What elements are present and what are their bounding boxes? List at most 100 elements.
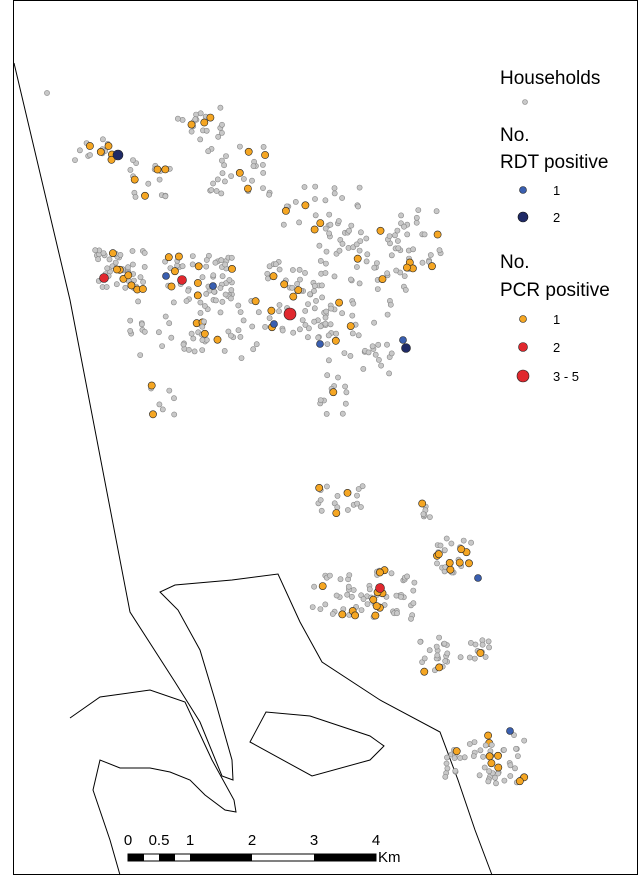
household-point <box>153 165 162 174</box>
household-point <box>237 333 244 340</box>
household-point <box>474 574 482 582</box>
household-point <box>317 497 324 503</box>
household-point <box>237 309 244 315</box>
household-point <box>346 572 353 578</box>
household-point <box>301 201 310 210</box>
household-point <box>127 166 134 173</box>
household-point <box>138 321 145 328</box>
household-point <box>355 486 362 492</box>
household-point <box>317 257 324 264</box>
household-point <box>375 568 384 577</box>
household-point <box>357 229 364 236</box>
household-point <box>117 251 124 258</box>
household-point <box>343 488 352 497</box>
household-point <box>441 640 448 647</box>
household-point <box>243 184 252 193</box>
household-point <box>507 773 514 779</box>
household-point <box>219 170 226 177</box>
household-point <box>214 176 221 183</box>
household-point <box>203 257 210 263</box>
household-point <box>408 615 414 622</box>
household-point <box>437 542 444 549</box>
household-point <box>401 273 408 279</box>
household-point <box>219 121 225 128</box>
household-point <box>145 180 152 187</box>
household-point <box>346 227 352 234</box>
household-point <box>162 258 168 265</box>
household-point <box>269 272 278 281</box>
household-point <box>436 247 443 254</box>
household-point <box>190 335 197 342</box>
household-point <box>218 257 225 264</box>
household-point <box>331 190 338 197</box>
household-point <box>384 311 391 318</box>
household-point <box>394 610 400 617</box>
household-point <box>272 261 279 268</box>
household-point <box>228 173 234 179</box>
household-point <box>411 579 418 586</box>
household-point <box>347 276 354 283</box>
household-point <box>515 753 521 759</box>
household-point <box>378 362 384 369</box>
household-point <box>170 267 179 276</box>
household-point <box>339 195 345 201</box>
household-point <box>276 302 283 308</box>
household-point <box>318 582 327 590</box>
household-point <box>129 248 136 254</box>
household-point <box>222 291 229 298</box>
household-point <box>386 370 392 377</box>
legend-title: PCR positive <box>500 280 610 301</box>
household-point <box>322 270 329 276</box>
household-point <box>312 183 319 190</box>
household-point <box>337 576 344 583</box>
household-point <box>217 309 224 316</box>
household-point <box>311 318 318 325</box>
household-point <box>137 274 144 281</box>
household-point <box>95 256 101 263</box>
household-point <box>335 218 342 224</box>
household-point <box>360 596 367 602</box>
household-point <box>205 148 212 155</box>
household-point <box>457 755 463 761</box>
household-point <box>301 184 308 190</box>
household-point <box>193 291 202 300</box>
household-point <box>296 326 303 333</box>
household-point <box>433 230 442 239</box>
household-point <box>179 263 186 270</box>
household-point <box>236 143 243 150</box>
household-point <box>223 153 229 159</box>
household-point <box>107 155 116 164</box>
household-point <box>322 320 329 327</box>
household-point <box>388 350 395 357</box>
household-point <box>280 280 289 289</box>
household-point <box>392 232 398 239</box>
household-point <box>326 572 333 579</box>
household-point <box>72 157 78 163</box>
household-point <box>363 235 370 242</box>
household-point <box>317 606 324 612</box>
household-point <box>401 223 407 230</box>
household-point <box>227 332 234 339</box>
household-point <box>210 180 216 187</box>
household-point <box>421 655 428 662</box>
household-point <box>397 594 404 600</box>
household-point <box>388 252 395 259</box>
household-point <box>345 244 352 251</box>
household-point <box>316 242 323 249</box>
household-point <box>302 269 308 276</box>
household-point <box>346 322 355 330</box>
household-point <box>339 410 346 417</box>
household-point <box>221 178 228 185</box>
household-point <box>221 162 227 169</box>
household-point <box>402 263 411 272</box>
household-point <box>203 263 210 270</box>
household-point <box>188 330 195 337</box>
household-point <box>326 211 333 218</box>
household-point <box>235 302 242 309</box>
household-point <box>443 760 450 767</box>
household-point <box>353 241 360 248</box>
household-point <box>323 483 330 490</box>
legend-entry: 1 <box>553 183 560 198</box>
household-point <box>343 389 350 396</box>
household-point <box>349 312 356 319</box>
